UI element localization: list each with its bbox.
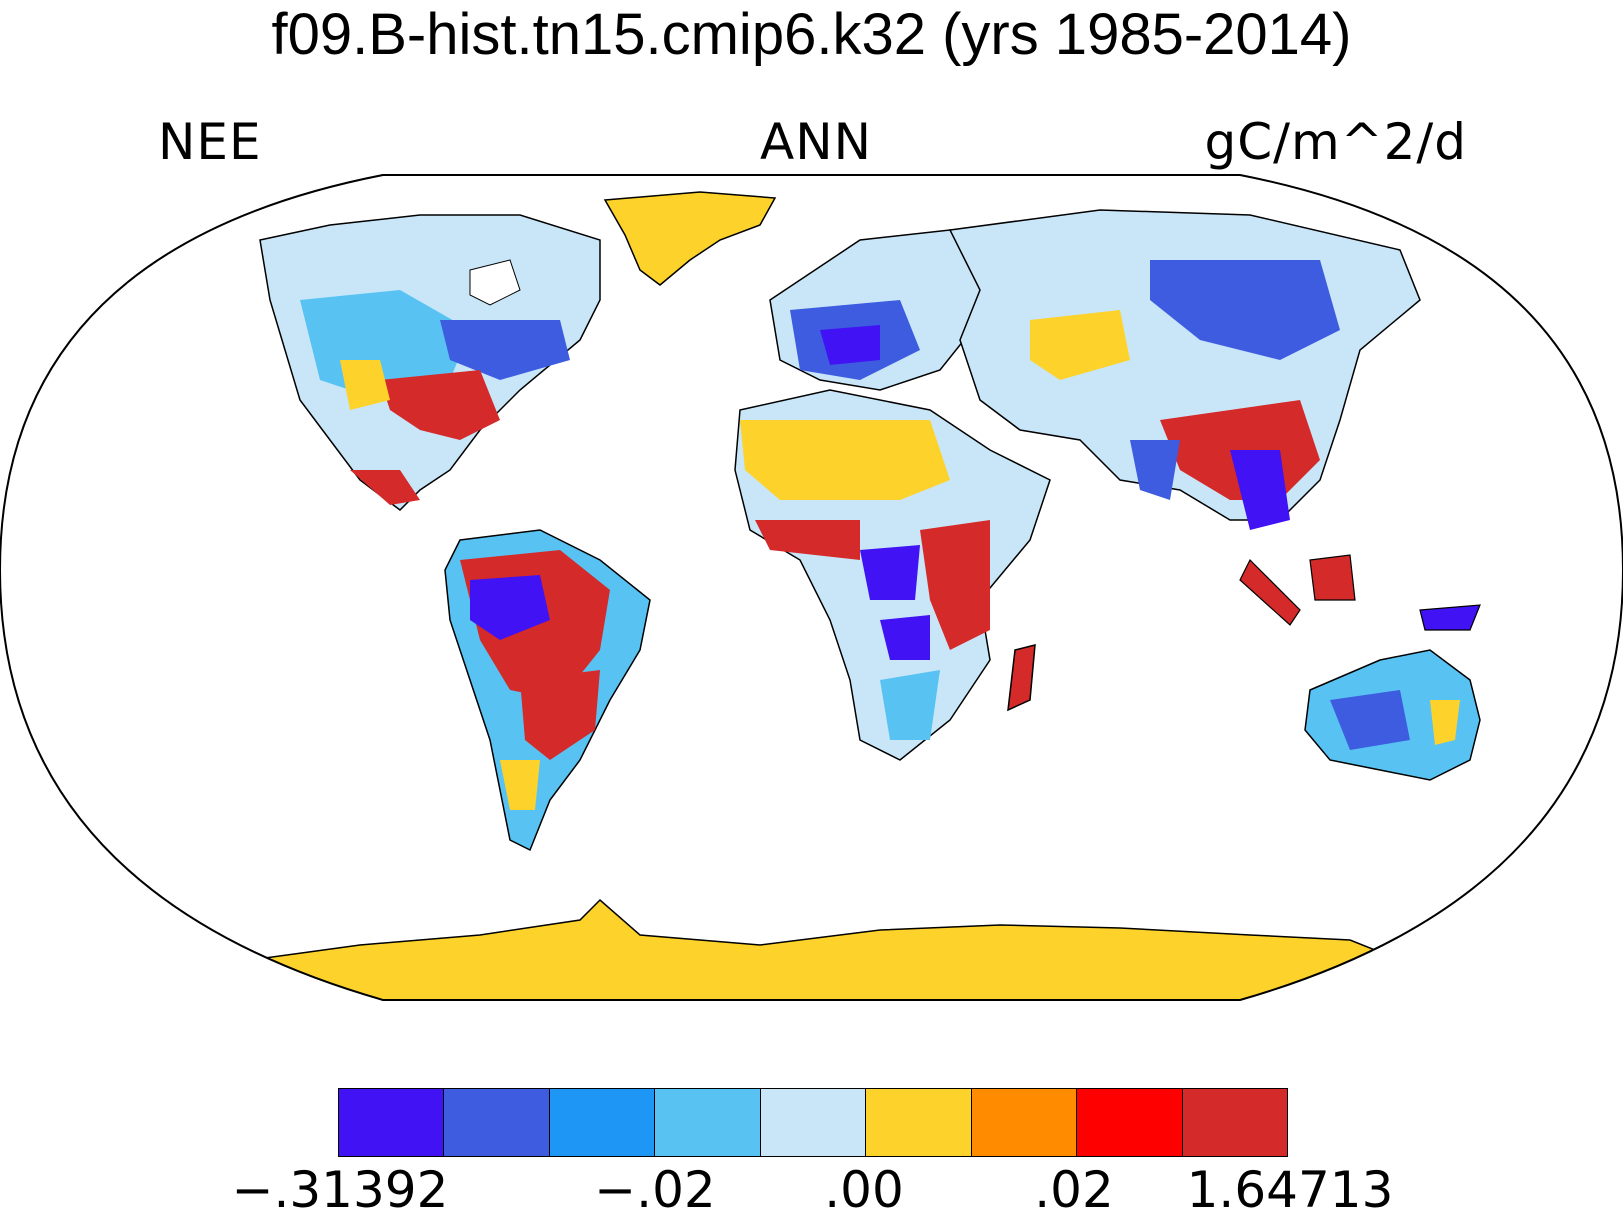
units-label: gC/m^2/d bbox=[1204, 113, 1467, 171]
legend-swatch-7 bbox=[1077, 1089, 1183, 1156]
legend-swatch-5 bbox=[866, 1089, 972, 1156]
south-america-region bbox=[444, 529, 651, 852]
plot-title: f09.B-hist.tn15.cmip6.k32 (yrs 1985-2014… bbox=[271, 2, 1352, 67]
legend-swatch-2 bbox=[549, 1089, 656, 1156]
legend-swatch-8 bbox=[1182, 1089, 1287, 1156]
africa-region bbox=[734, 389, 1051, 761]
australia-region bbox=[1304, 649, 1481, 781]
legend-label-neg02: −.02 bbox=[594, 1161, 716, 1219]
legend-label-pos02: .02 bbox=[1034, 1161, 1114, 1219]
asia-region bbox=[948, 209, 1421, 530]
legend-label-min: −.31392 bbox=[231, 1161, 449, 1219]
legend-swatch-0 bbox=[339, 1089, 445, 1156]
color-legend bbox=[338, 1088, 1288, 1157]
legend-swatch-6 bbox=[971, 1089, 1078, 1156]
north-america-region bbox=[259, 214, 601, 511]
legend-swatch-1 bbox=[444, 1089, 550, 1156]
map-border bbox=[0, 174, 1623, 1001]
greenland-region bbox=[603, 191, 777, 286]
legend-label-zero: .00 bbox=[824, 1161, 904, 1219]
europe-region bbox=[769, 229, 1001, 391]
season-label: ANN bbox=[760, 113, 873, 171]
maritime-asia-region bbox=[1239, 554, 1481, 631]
antarctica-region bbox=[198, 898, 1452, 1000]
legend-swatch-4 bbox=[760, 1089, 867, 1156]
legend-label-max: 1.64713 bbox=[1186, 1161, 1394, 1219]
legend-swatch-3 bbox=[655, 1089, 761, 1156]
world-map bbox=[0, 174, 1623, 1001]
variable-label: NEE bbox=[158, 113, 262, 171]
